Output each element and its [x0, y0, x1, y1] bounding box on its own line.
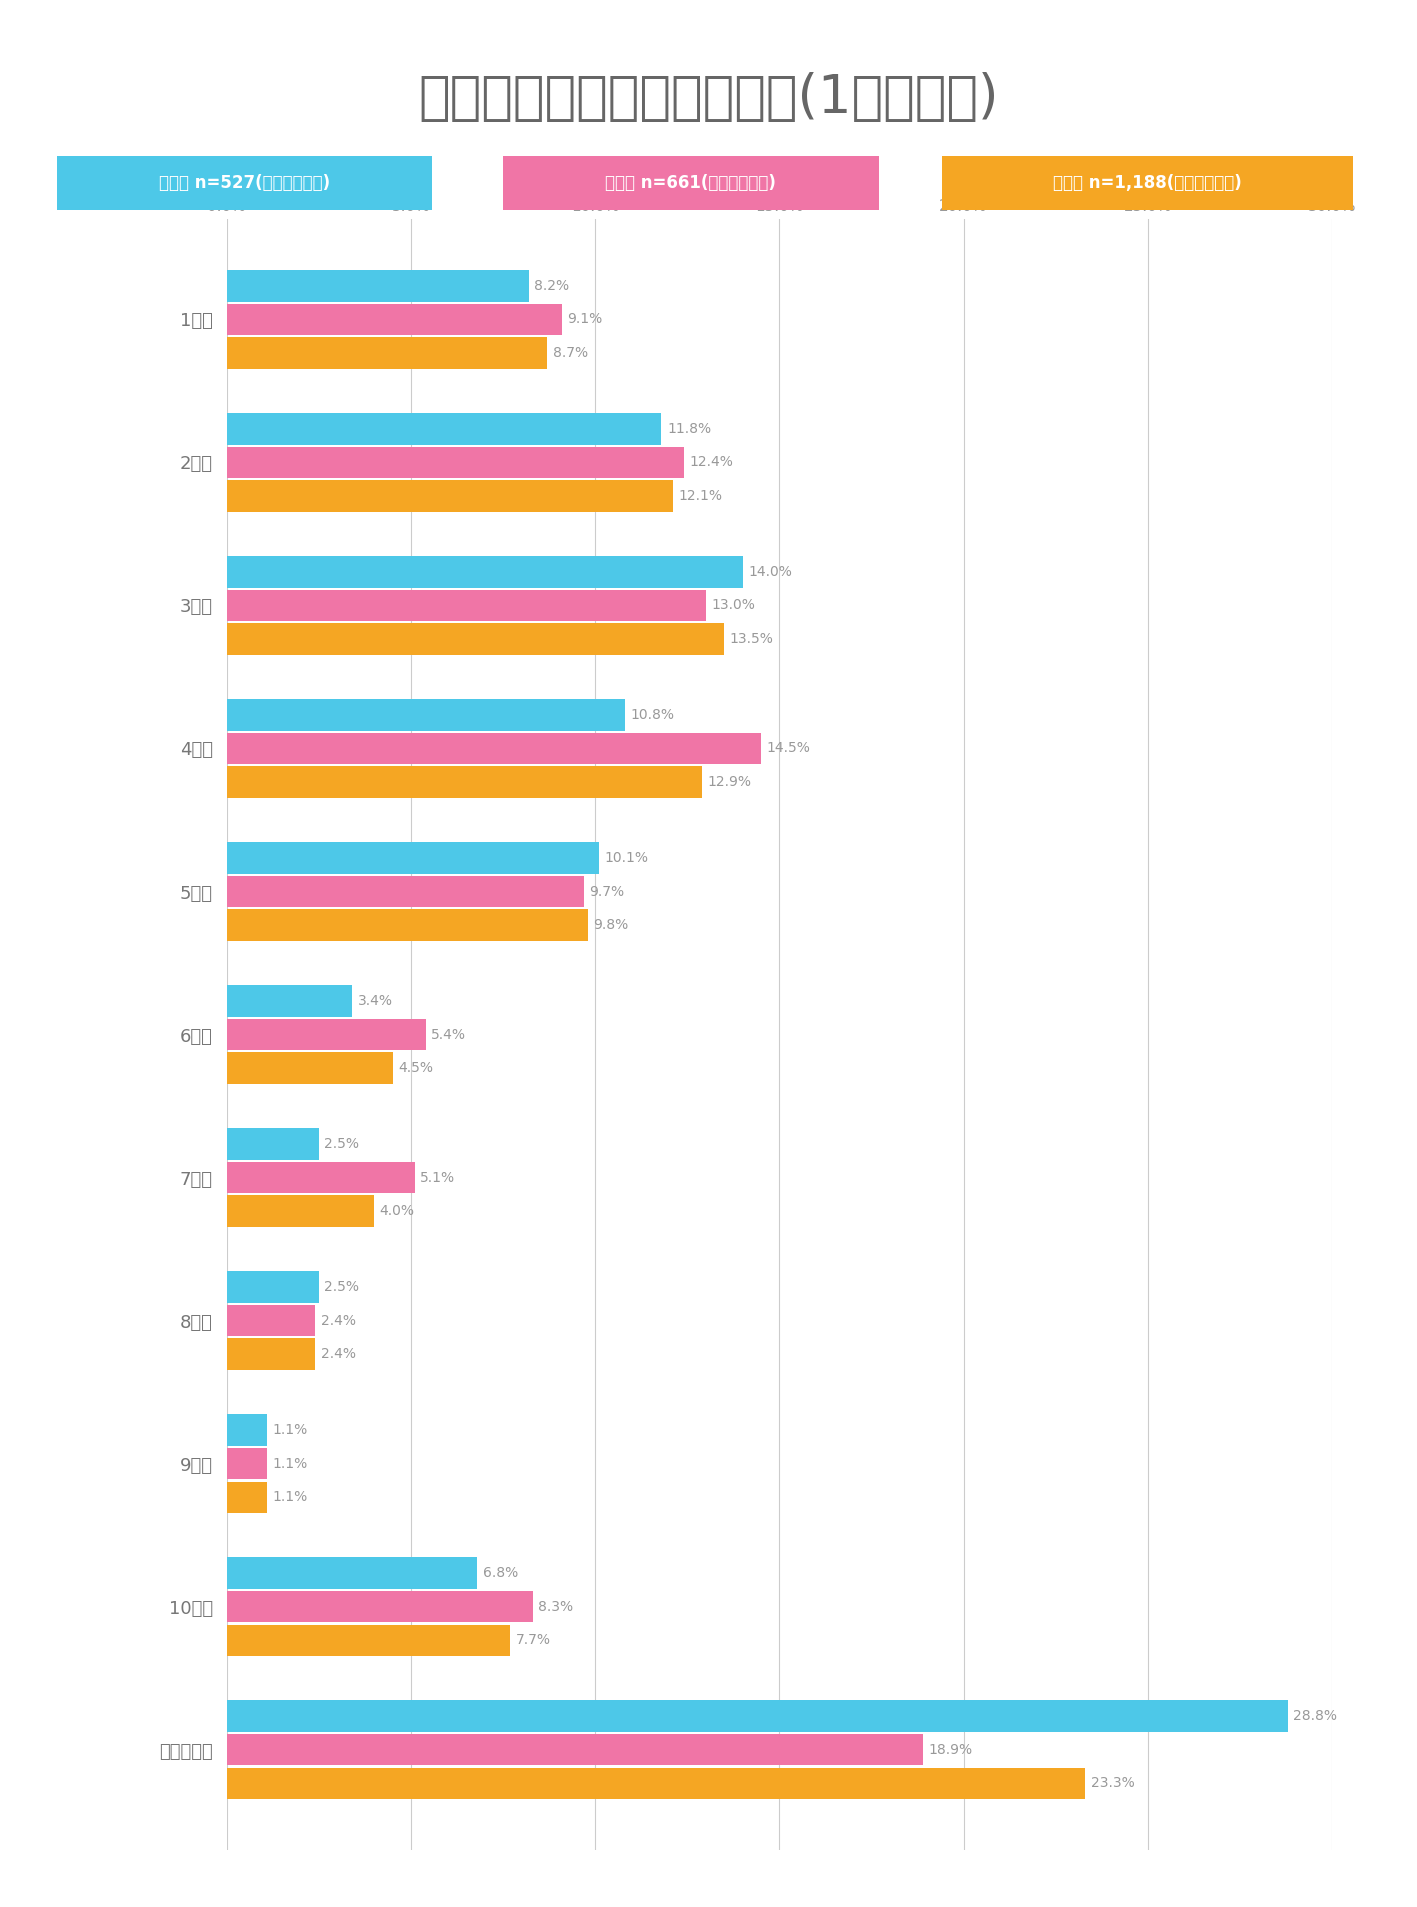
Text: 9.8%: 9.8% [594, 917, 629, 933]
Bar [227, 1415, 268, 1446]
Bar [227, 624, 724, 654]
Text: 6.8%: 6.8% [483, 1566, 519, 1581]
Text: 13.0%: 13.0% [711, 599, 755, 612]
Bar [227, 1196, 374, 1226]
Bar [227, 1590, 533, 1623]
Bar [227, 986, 351, 1016]
Bar [227, 1339, 315, 1369]
Text: 9.7%: 9.7% [589, 885, 625, 898]
Bar [227, 910, 588, 940]
Bar [227, 414, 662, 444]
Text: 18.9%: 18.9% [928, 1743, 972, 1756]
Bar [227, 446, 683, 479]
Bar [227, 875, 584, 908]
Text: 13.5%: 13.5% [730, 631, 774, 646]
Bar [227, 271, 529, 301]
Text: 23.3%: 23.3% [1091, 1775, 1135, 1791]
Bar [227, 1129, 319, 1159]
Text: 28.8%: 28.8% [1294, 1709, 1338, 1724]
Text: 10.8%: 10.8% [631, 707, 674, 723]
Text: 10.1%: 10.1% [605, 851, 649, 866]
Bar [227, 1625, 510, 1655]
Text: 2.4%: 2.4% [320, 1314, 356, 1327]
Text: 11.8%: 11.8% [667, 421, 711, 437]
Bar [227, 767, 701, 797]
Text: 4.5%: 4.5% [398, 1060, 434, 1076]
Bar [227, 1161, 415, 1194]
Bar [227, 1701, 1288, 1732]
Text: 全体／ n=1,188(未回答者除く): 全体／ n=1,188(未回答者除く) [1053, 174, 1243, 193]
Bar [227, 303, 563, 336]
Bar [227, 1482, 268, 1512]
Text: 14.5%: 14.5% [767, 742, 811, 755]
Text: 3.4%: 3.4% [357, 994, 393, 1009]
Bar [227, 589, 706, 622]
Bar [227, 338, 547, 368]
Text: 2.5%: 2.5% [324, 1137, 360, 1152]
Text: 1.1%: 1.1% [272, 1489, 307, 1505]
Bar [227, 1304, 315, 1337]
Bar [227, 1053, 393, 1083]
Text: 9.1%: 9.1% [567, 313, 602, 326]
Bar [227, 1447, 268, 1480]
Text: 1.1%: 1.1% [272, 1423, 307, 1438]
Text: 2.5%: 2.5% [324, 1280, 360, 1295]
Bar [227, 843, 599, 873]
Text: 8.2%: 8.2% [534, 278, 570, 294]
Text: 8.7%: 8.7% [553, 345, 588, 360]
Bar [227, 1733, 922, 1766]
Text: 5.4%: 5.4% [431, 1028, 466, 1041]
Text: 14.0%: 14.0% [748, 564, 792, 580]
Bar [227, 1272, 319, 1302]
Text: 1.1%: 1.1% [272, 1457, 307, 1470]
Text: 12.9%: 12.9% [707, 774, 751, 789]
Text: 4.0%: 4.0% [380, 1203, 415, 1219]
Text: 男子／ n=527(未回答者除く): 男子／ n=527(未回答者除く) [159, 174, 330, 193]
Bar [227, 1558, 478, 1589]
Bar [227, 732, 761, 765]
Text: 12.1%: 12.1% [679, 488, 723, 503]
Text: 8.3%: 8.3% [538, 1600, 572, 1613]
Text: 2.4%: 2.4% [320, 1346, 356, 1362]
Bar [227, 481, 673, 511]
Bar [227, 1768, 1085, 1798]
Bar [227, 557, 743, 587]
Text: 女子／ n=661(未回答者除く): 女子／ n=661(未回答者除く) [605, 174, 777, 193]
Bar [227, 1018, 425, 1051]
Text: 5.1%: 5.1% [419, 1171, 455, 1184]
Text: 12.4%: 12.4% [689, 456, 733, 469]
Text: 7.7%: 7.7% [516, 1632, 551, 1648]
Bar [227, 700, 625, 730]
Text: 録画する「テレビ番組数」(1週間平均): 録画する「テレビ番組数」(1週間平均) [418, 72, 999, 124]
